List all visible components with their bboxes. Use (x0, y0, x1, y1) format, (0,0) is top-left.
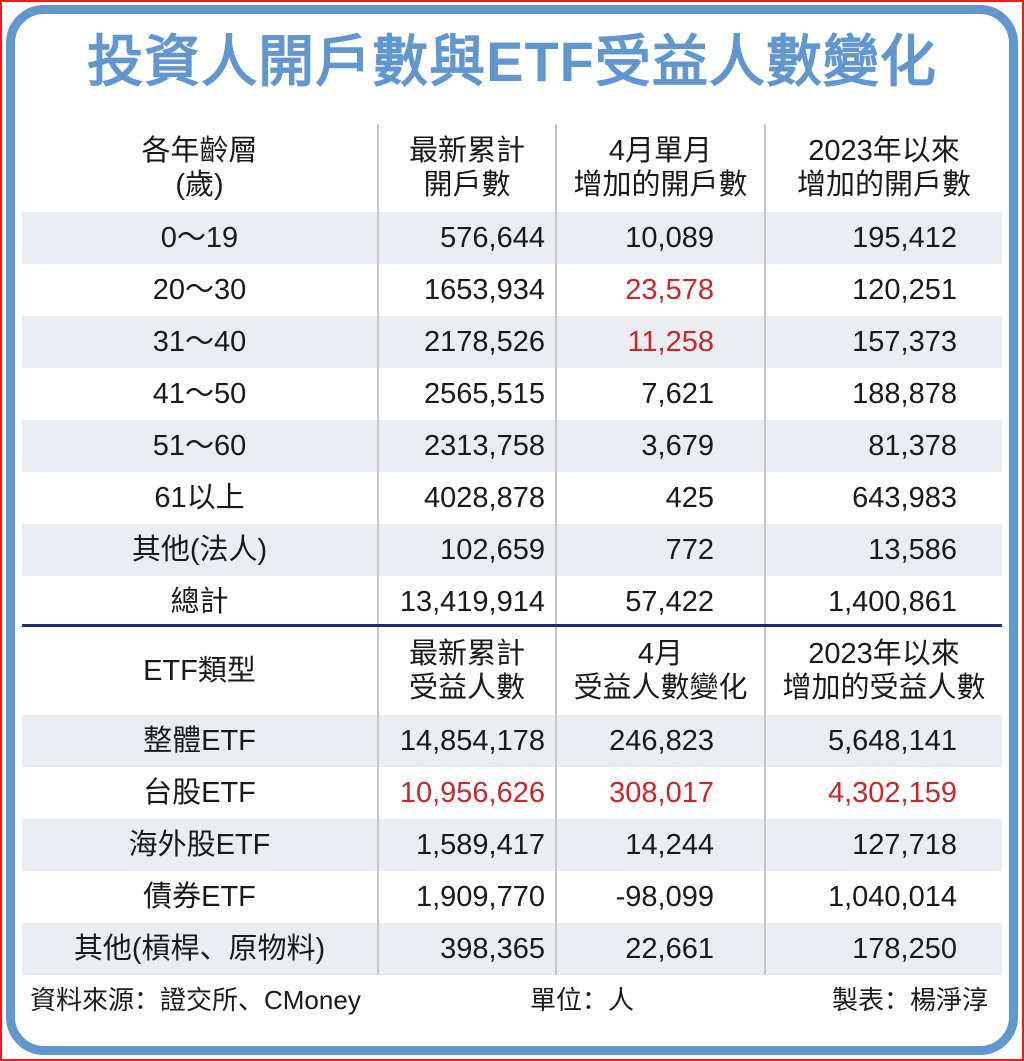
cell-since-2023: 1,040,014 (764, 871, 1002, 923)
table-row: 41～50 2565,515 7,621 188,878 (22, 368, 1002, 420)
header-cumulative-accounts: 最新累計 開戶數 (377, 124, 556, 212)
header-since-2023-accounts: 2023年以來 增加的開戶數 (764, 124, 1002, 212)
cell-since-2023: 13,586 (764, 524, 1002, 576)
page-title: 投資人開戶數與ETF受益人數變化 (87, 30, 937, 93)
row-label: 41～50 (152, 378, 247, 410)
cell-cumulative: 1653,934 (377, 264, 556, 316)
header-april-change: 4月 受益人數變化 (555, 627, 765, 715)
row-label: 台股ETF (143, 777, 256, 809)
cell-april: 22,661 (555, 923, 765, 975)
row-label: 20～30 (152, 274, 247, 306)
source-note: 資料來源：證交所、CMoney (30, 985, 361, 1015)
cell-april: 772 (555, 524, 765, 576)
cell-cumulative: 2565,515 (377, 368, 556, 420)
cell-april: 246,823 (555, 715, 765, 767)
row-label: 債券ETF (143, 881, 256, 913)
cell-since-2023: 1,400,861 (764, 576, 1002, 628)
cell-since-2023: 178,250 (764, 923, 1002, 975)
cell-since-2023: 157,373 (764, 316, 1002, 368)
etf-header-row: ETF類型 最新累計 受益人數 4月 受益人數變化 2023年以來 增加的受益人數 (22, 627, 1002, 715)
cell-april: 7,621 (555, 368, 765, 420)
row-label: 整體ETF (22, 715, 378, 767)
cell-since-2023: 127,718 (764, 819, 1002, 871)
cell-cumulative: 576,644 (377, 212, 556, 264)
table-row-total: 總計 13,419,914 57,422 1,400,861 (22, 576, 1002, 628)
cell-april: 14,244 (555, 819, 765, 871)
row-label: 51～60 (22, 420, 378, 472)
row-label: 總計 (170, 586, 229, 618)
row-label: 其他(法人) (22, 524, 378, 576)
table-row: 海外股ETF 1,589,417 14,244 127,718 (22, 819, 1002, 871)
cell-cumulative: 2178,526 (377, 316, 556, 368)
unit-note: 單位：人 (530, 985, 635, 1015)
header-etf-type: ETF類型 (143, 655, 256, 687)
cell-since-2023: 120,251 (764, 264, 1002, 316)
table-row: 61以上 4028,878 425 643,983 (22, 472, 1002, 524)
cell-since-2023: 195,412 (764, 212, 1002, 264)
row-label: 31～40 (22, 316, 378, 368)
cell-april: 3,679 (555, 420, 765, 472)
table-row: 其他(槓桿、原物料) 398,365 22,661 178,250 (22, 923, 1002, 975)
header-age-group: 各年齡層 (歲) (141, 135, 258, 201)
cell-cumulative: 13,419,914 (377, 576, 556, 628)
maker-note: 製表：楊淨淳 (831, 985, 988, 1015)
table-row: 20～30 1653,934 23,578 120,251 (22, 264, 1002, 316)
table-row: 0～19 576,644 10,089 195,412 (22, 212, 1002, 264)
table-row: 31～40 2178,526 11,258 157,373 (22, 316, 1002, 368)
row-label: 其他(槓桿、原物料) (22, 923, 378, 975)
cell-cumulative: 4028,878 (377, 472, 556, 524)
header-cumulative-beneficiaries: 最新累計 受益人數 (377, 627, 556, 715)
accounts-table: 各年齡層 (歲) 最新累計 開戶數 4月單月 增加的開戶數 2023年以來 增加的開戶數… (22, 124, 1002, 628)
cell-cumulative: 1,589,417 (377, 819, 556, 871)
cell-since-2023: 188,878 (764, 368, 1002, 420)
etf-table: ETF類型 最新累計 受益人數 4月 受益人數變化 2023年以來 增加的受益人數 整… (22, 627, 1002, 975)
cell-since-2023: 643,983 (764, 472, 1002, 524)
cell-april: 425 (555, 472, 765, 524)
cell-april-highlighted: 23,578 (555, 264, 765, 316)
cell-since-2023: 5,648,141 (764, 715, 1002, 767)
header-since-2023-beneficiaries: 2023年以來 增加的受益人數 (764, 627, 1002, 715)
table-row: 整體ETF 14,854,178 246,823 5,648,141 (22, 715, 1002, 767)
cell-april: 57,422 (555, 576, 765, 628)
section-divider (22, 624, 1002, 627)
cell-cumulative: 2313,758 (377, 420, 556, 472)
cell-april-highlighted: 11,258 (555, 316, 765, 368)
cell-cumulative: 14,854,178 (377, 715, 556, 767)
cell-april: -98,099 (555, 871, 765, 923)
row-label: 61以上 (154, 482, 245, 514)
table-row: 其他(法人) 102,659 772 13,586 (22, 524, 1002, 576)
cell-april-highlighted: 308,017 (555, 767, 765, 819)
table-row: 51～60 2313,758 3,679 81,378 (22, 420, 1002, 472)
cell-april: 10,089 (555, 212, 765, 264)
row-label: 0～19 (22, 212, 378, 264)
table-row-highlighted: 台股ETF 10,956,626 308,017 4,302,159 (22, 767, 1002, 819)
cell-since-2023: 81,378 (764, 420, 1002, 472)
accounts-header-row: 各年齡層 (歲) 最新累計 開戶數 4月單月 增加的開戶數 2023年以來 增加的開戶數 (22, 124, 1002, 212)
cell-cumulative: 398,365 (377, 923, 556, 975)
row-label: 海外股ETF (22, 819, 378, 871)
cell-cumulative-highlighted: 10,956,626 (377, 767, 556, 819)
cell-cumulative: 102,659 (377, 524, 556, 576)
cell-cumulative: 1,909,770 (377, 871, 556, 923)
table-row: 債券ETF 1,909,770 -98,099 1,040,014 (22, 871, 1002, 923)
header-april-accounts: 4月單月 增加的開戶數 (555, 124, 765, 212)
cell-since-2023-highlighted: 4,302,159 (764, 767, 1002, 819)
